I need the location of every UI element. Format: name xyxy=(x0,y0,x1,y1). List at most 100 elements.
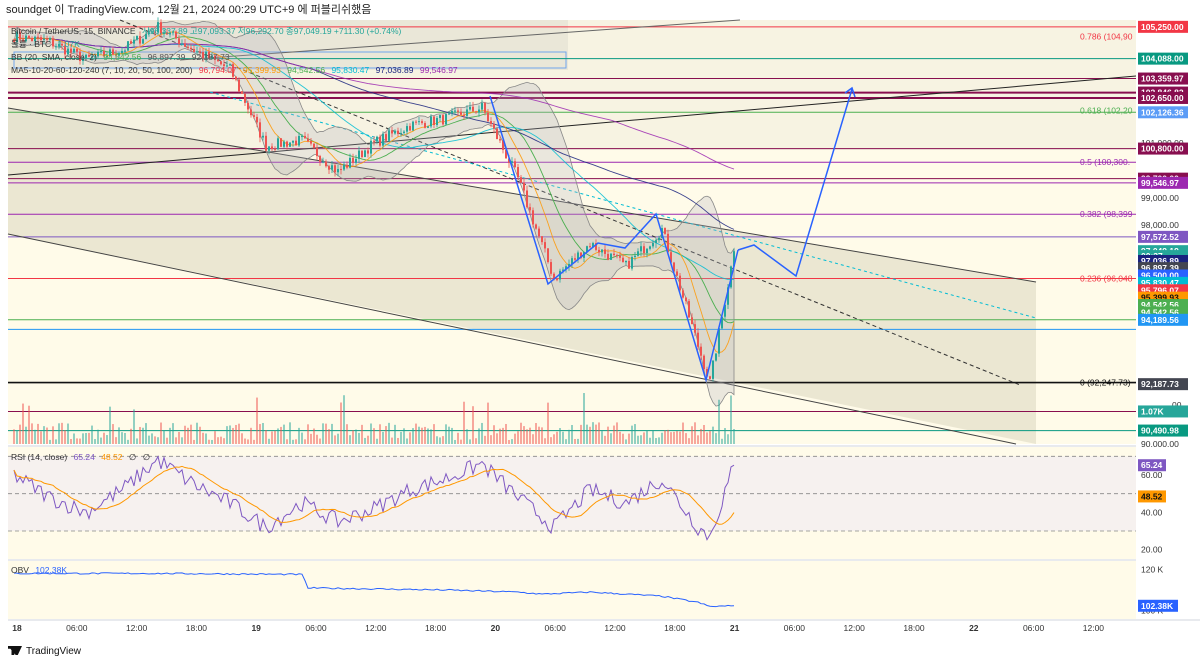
legend-obv-row[interactable]: OBV 102.38K xyxy=(11,565,71,575)
volume-bar xyxy=(430,429,432,444)
volume-bar xyxy=(178,431,180,444)
time-tick: 18:00 xyxy=(425,623,447,633)
volume-bar xyxy=(310,433,312,444)
volume-bar xyxy=(550,437,552,444)
volume-bar xyxy=(322,423,324,444)
volume-bar xyxy=(226,426,228,444)
volume-bar xyxy=(364,437,366,444)
candle-body xyxy=(208,51,210,59)
candle-body xyxy=(460,111,462,115)
volume-bar xyxy=(382,431,384,444)
rsi-badge xyxy=(1138,490,1166,503)
candle-body xyxy=(475,111,477,113)
tradingview-logo-icon xyxy=(8,646,22,655)
candle-body xyxy=(586,246,588,252)
candle-body xyxy=(523,182,525,191)
price-badge-label: 103,359.97 xyxy=(1141,74,1184,84)
candle-body xyxy=(532,210,534,225)
volume-bar xyxy=(334,435,336,444)
volume-bar xyxy=(700,428,702,444)
fib-label: 0.5 (100,300. xyxy=(1080,157,1130,167)
volume-bar xyxy=(628,433,630,444)
candle-body xyxy=(394,130,396,134)
volume-bar xyxy=(574,439,576,444)
candle-body xyxy=(37,36,39,38)
price-badge-label: 104,088.00 xyxy=(1141,54,1184,64)
candle-body xyxy=(217,59,219,62)
price-badge xyxy=(1138,230,1188,243)
candle-body xyxy=(604,249,606,254)
legend-bb-row[interactable]: BB (20, SMA, close, 2) 94,542.56 96,897.… xyxy=(11,52,234,62)
price-badge-label: 95,399.93 xyxy=(1141,293,1179,303)
candle-body xyxy=(283,141,285,147)
candle-body xyxy=(322,161,324,163)
candle-body xyxy=(70,48,72,53)
candle-body xyxy=(553,273,555,280)
candle-body xyxy=(679,275,681,291)
candle-body xyxy=(127,41,129,51)
volume-bar xyxy=(16,430,18,444)
time-tick: 18:00 xyxy=(903,623,925,633)
tradingview-logo[interactable]: TradingView xyxy=(8,645,81,659)
candle-body xyxy=(232,64,234,77)
volume-bar xyxy=(547,402,549,444)
price-badge xyxy=(1138,378,1188,391)
volume-bar xyxy=(721,438,723,444)
price-badge xyxy=(1138,424,1188,437)
candle-body xyxy=(175,31,177,39)
time-tick: 18 xyxy=(12,623,22,633)
legend-rsi-row[interactable]: RSI (14, close) 65.24 48.52 ∅ ∅ xyxy=(11,452,154,462)
volume-bar xyxy=(262,422,264,444)
legend-volume-value: 1.07K xyxy=(57,39,80,49)
candle-body xyxy=(625,260,627,263)
legend-ma-row[interactable]: MA5-10-20-60-120-240 (7, 10, 20, 50, 100… xyxy=(11,65,462,75)
candle-body xyxy=(565,266,567,270)
volume-bar xyxy=(697,435,699,444)
candle-body xyxy=(145,33,147,40)
volume-bar xyxy=(67,423,69,444)
volume-bar xyxy=(160,422,162,444)
legend-volume-row[interactable]: 볼륨 · BTC 1.07K xyxy=(11,39,84,49)
legend-symbol-row[interactable]: Bitcoin / TetherUS, 15, BINANCE 시96,337.… xyxy=(11,26,405,36)
candle-body xyxy=(262,135,264,138)
price-badge-label: 102,650.00 xyxy=(1141,93,1184,103)
candle-body xyxy=(313,143,315,148)
volume-bar xyxy=(598,422,600,444)
volume-bar xyxy=(565,439,567,444)
candle-body xyxy=(457,110,459,112)
legend-ohlc: 시96,337.89 고97,093.37 저96,292.70 종97,049… xyxy=(141,26,402,36)
volume-bar xyxy=(436,436,438,444)
channel-shade xyxy=(8,108,1036,444)
candle-body xyxy=(361,150,363,158)
volume-bar xyxy=(142,427,144,444)
candle-body xyxy=(559,270,561,280)
price-tick: 99,000.00 xyxy=(1141,193,1179,203)
candle-body xyxy=(424,123,426,128)
candle-body xyxy=(544,242,546,249)
candle-body xyxy=(229,64,231,66)
volume-bar xyxy=(376,438,378,444)
candle-body xyxy=(190,47,192,50)
price-badge xyxy=(1138,405,1188,418)
candle-body xyxy=(277,138,279,150)
candle-body xyxy=(427,126,429,128)
volume-bar xyxy=(205,433,207,444)
candle-body xyxy=(445,114,447,125)
candle-body xyxy=(502,140,504,150)
candle-body xyxy=(580,252,582,258)
candle-body xyxy=(286,141,288,147)
volume-bar xyxy=(52,426,54,444)
candle-body xyxy=(223,64,225,66)
candle-body xyxy=(682,290,684,298)
volume-bar xyxy=(112,424,114,444)
time-tick: 06:00 xyxy=(66,623,88,633)
price-badge xyxy=(1138,20,1188,33)
volume-bar xyxy=(556,431,558,444)
volume-bar xyxy=(400,431,402,444)
candle-body xyxy=(436,118,438,125)
candle-body xyxy=(511,161,513,164)
volume-bar xyxy=(592,422,594,444)
candle-body xyxy=(25,35,27,42)
legend-rsi-value: 65.24 xyxy=(73,452,95,462)
